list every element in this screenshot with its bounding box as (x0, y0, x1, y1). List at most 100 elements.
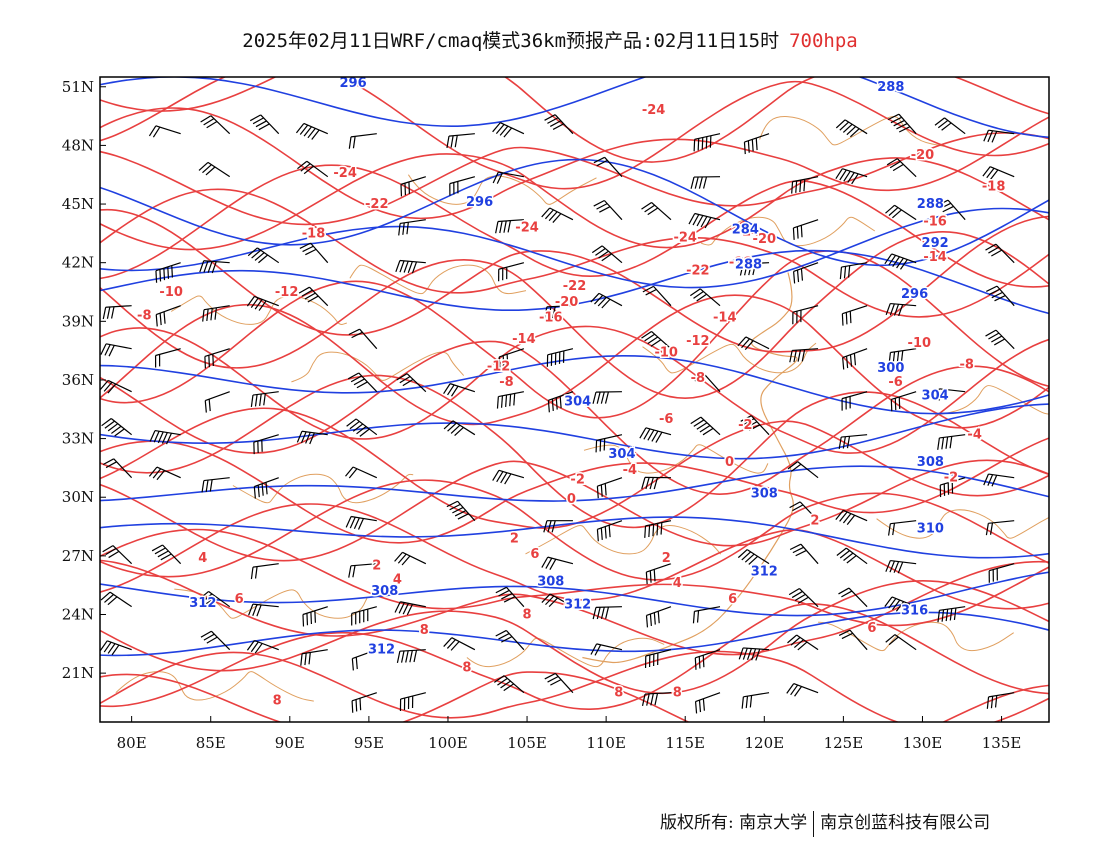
wind-barb (641, 476, 671, 490)
wind-barb (688, 212, 721, 229)
wind-barb (740, 415, 770, 436)
wind-barb (544, 672, 574, 694)
temperature-label: -24 (673, 230, 697, 245)
wind-barb (888, 348, 917, 365)
temperature-label: 2 (510, 531, 519, 546)
wind-barb (791, 176, 819, 194)
wind-barb (644, 520, 672, 538)
temperature-label: 2 (662, 551, 671, 566)
temperature-contour-line (100, 671, 1049, 722)
temperature-contour-line (100, 437, 1049, 544)
temperature-label: -16 (539, 310, 563, 325)
boundary-line (759, 116, 945, 147)
wind-barb (937, 606, 966, 623)
y-tick-label: 30N (62, 488, 94, 506)
wind-barb (396, 373, 427, 393)
wind-barb (102, 305, 132, 320)
wind-barb (247, 247, 280, 264)
wind-barb (641, 330, 672, 350)
wind-barb (396, 649, 426, 664)
wind-barb (645, 563, 672, 585)
wind-barb (253, 477, 279, 499)
wind-barb (198, 161, 231, 178)
wind-barb (934, 117, 966, 135)
wind-barb (446, 500, 476, 522)
boundary-line (349, 264, 527, 295)
wind-barb (100, 379, 132, 394)
wind-barb (302, 606, 328, 627)
wind-barb (496, 391, 524, 409)
wind-barb (739, 262, 770, 276)
temperature-label: -14 (713, 310, 737, 325)
boundary-line (818, 621, 1014, 652)
temperature-label: -20 (753, 232, 777, 247)
temperature-label: -8 (691, 371, 705, 386)
temperature-label: -22 (563, 279, 587, 294)
temperature-label: -24 (737, 224, 761, 239)
wind-barb (148, 125, 181, 138)
wind-barb (737, 549, 770, 565)
temperature-label: 2 (810, 514, 819, 529)
wind-barb (498, 262, 525, 282)
y-tick-label: 51N (62, 78, 94, 96)
wind-barb (887, 113, 917, 135)
temperature-labels: -24-24-24-24 -24-22-22-22-20-20-20-18-18-… (136, 102, 1007, 710)
y-tick-label: 48N (62, 136, 94, 154)
wind-barb (886, 158, 917, 178)
wind-barb (495, 629, 525, 651)
wind-barb (595, 434, 623, 453)
wind-barb (348, 133, 377, 149)
wind-barb (541, 556, 574, 570)
temperature-label: -18 (302, 226, 326, 241)
wind-barb (644, 649, 672, 669)
wind-barb (543, 305, 573, 319)
wind-barb (841, 305, 868, 326)
wind-barb (351, 649, 377, 671)
temperature-label: -8 (960, 357, 974, 372)
wind-barb (202, 305, 230, 322)
wind-barb (982, 166, 1015, 180)
x-tick-label: 115E (665, 734, 705, 752)
temperature-contour-line (100, 230, 1049, 400)
y-axis: 51N 48N 45N 42N 39N 36N 33N 30N 27N 24N 21N (62, 78, 106, 682)
geopotential-contour-line (100, 571, 1049, 617)
wind-barb (345, 515, 377, 530)
wind-barb (250, 563, 279, 580)
geopotential-label: 288 (877, 80, 904, 95)
wind-barb (546, 348, 574, 367)
wind-barb (347, 372, 378, 393)
wind-barb (787, 461, 819, 479)
temperature-label: -10 (159, 285, 183, 300)
temperature-contours (100, 77, 1049, 722)
temperature-contour-line (100, 374, 1049, 529)
wind-barb (738, 647, 770, 661)
wind-barb (789, 543, 819, 565)
wind-barb (544, 114, 574, 135)
wind-barb (204, 348, 230, 369)
wind-barb (351, 692, 377, 713)
geopotential-label: 312 (368, 643, 395, 658)
geopotential-label: 284 (732, 222, 759, 237)
wind-barb (400, 176, 427, 197)
wind-barb (593, 156, 623, 178)
wind-barb (151, 544, 182, 565)
wind-barb (885, 634, 917, 651)
wind-barb (592, 606, 622, 620)
temperature-contour-line (100, 479, 1049, 581)
wind-barb (495, 219, 524, 234)
temperature-contour-line (100, 459, 1049, 562)
wind-barb (793, 262, 819, 284)
wind-barb (100, 591, 132, 608)
wind-barb (737, 336, 770, 351)
geopotential-labels: 2962962882882842882922963003043043043083… (188, 77, 950, 659)
wind-barb (691, 371, 721, 393)
temperature-label: -4 (623, 463, 637, 478)
wind-barb (836, 547, 868, 565)
geopotential-label: 296 (466, 195, 493, 210)
wind-barb (394, 551, 427, 566)
geopotential-label: 304 (608, 447, 635, 462)
geopotential-label: 304 (564, 394, 591, 409)
geopotential-contour-line (100, 403, 1049, 460)
wind-barb (835, 509, 868, 526)
